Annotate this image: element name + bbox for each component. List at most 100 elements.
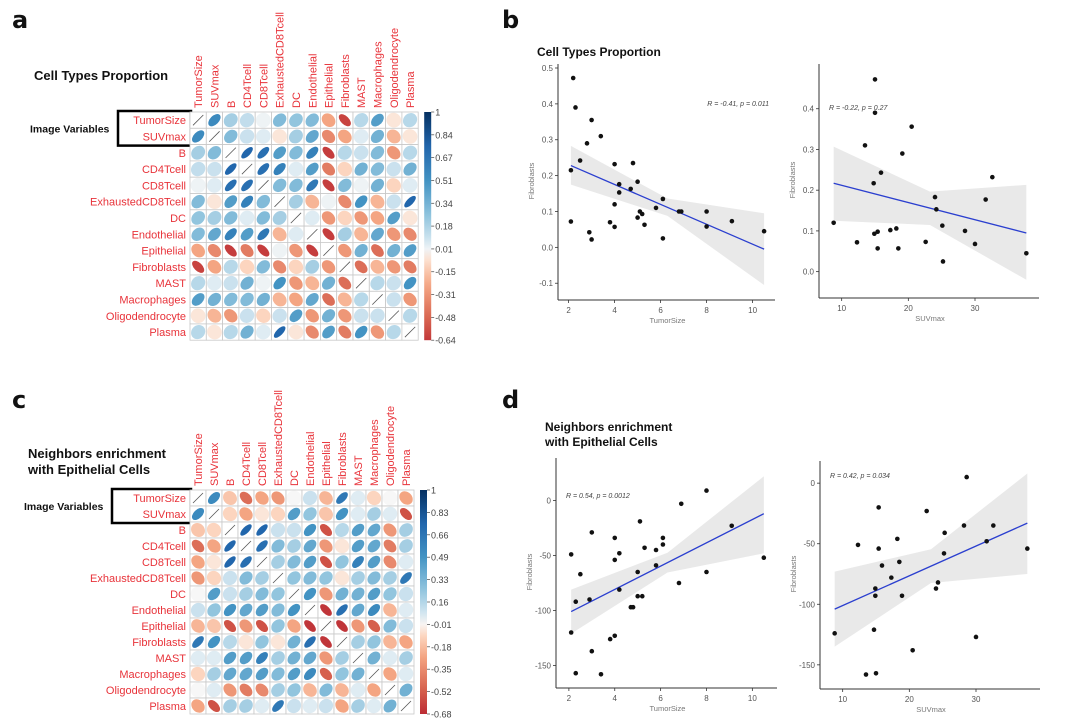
correlation-ellipse — [367, 555, 381, 569]
correlation-ellipse — [240, 556, 252, 568]
correlation-ellipse — [302, 698, 318, 714]
correlation-ellipse — [224, 228, 237, 241]
column-label: CD8Tcell — [258, 64, 270, 108]
data-point — [678, 501, 684, 507]
correlation-ellipse — [224, 129, 238, 144]
heatmap-title: with Epithelial Cells — [27, 462, 150, 477]
row-label: TumorSize — [133, 115, 186, 127]
correlation-ellipse — [256, 260, 271, 274]
correlation-ellipse — [207, 243, 222, 258]
column-label: CD4Tcell — [241, 442, 253, 486]
correlation-ellipse — [354, 162, 368, 176]
correlation-ellipse — [288, 129, 303, 144]
correlation-ellipse — [206, 570, 222, 586]
correlation-ellipse — [255, 635, 269, 649]
legend-tick-label: 0.49 — [431, 553, 449, 563]
data-point — [854, 240, 860, 245]
correlation-ellipse — [254, 698, 270, 714]
legend-tick-label: 0.83 — [431, 508, 449, 518]
correlation-ellipse — [353, 177, 369, 193]
x-tick-label: 6 — [658, 306, 663, 315]
correlation-ellipse — [321, 276, 336, 290]
correlation-ellipse — [271, 587, 285, 601]
correlation-ellipse — [370, 194, 385, 209]
correlation-ellipse — [241, 146, 253, 159]
legend-tick-label: -0.31 — [435, 290, 456, 300]
legend-colorbar — [420, 490, 427, 714]
correlation-ellipse — [191, 293, 205, 306]
correlation-ellipse — [383, 587, 397, 601]
correlation-ellipse — [403, 227, 417, 241]
data-point — [871, 180, 876, 186]
data-point — [598, 672, 604, 677]
row-label: Oligodendrocyte — [106, 685, 186, 697]
data-point — [973, 634, 979, 640]
correlation-ellipse — [370, 129, 385, 144]
legend-tick-label: 0.18 — [435, 222, 453, 232]
correlation-ellipse — [354, 211, 368, 225]
legend-tick-label: 0.84 — [435, 130, 453, 140]
correlation-ellipse — [207, 667, 221, 681]
column-label: B — [225, 479, 237, 486]
correlation-ellipse — [207, 161, 222, 177]
data-point — [568, 167, 574, 173]
correlation-ellipse — [272, 292, 287, 307]
correlation-ellipse — [191, 699, 205, 713]
correlation-ellipse — [255, 603, 269, 617]
correlation-ellipse — [354, 292, 369, 307]
correlation-ellipse — [351, 667, 365, 681]
column-label: B — [226, 101, 238, 108]
row-label: TumorSize — [133, 493, 186, 505]
x-axis-label: TumorSize — [650, 316, 686, 325]
diagonal-line — [304, 604, 316, 616]
data-point — [584, 141, 590, 146]
data-point — [612, 557, 618, 563]
x-tick-label: 30 — [972, 695, 981, 704]
row-label: Plasma — [149, 327, 187, 339]
correlation-ellipse — [338, 325, 352, 339]
data-point — [972, 241, 978, 247]
column-label: Epithelial — [324, 63, 336, 108]
correlation-ellipse — [304, 620, 316, 632]
correlation-ellipse — [303, 539, 317, 553]
correlation-ellipse — [271, 683, 285, 697]
correlation-ellipse — [370, 308, 385, 323]
correlation-ellipse — [303, 651, 317, 665]
x-tick-label: 6 — [658, 694, 663, 703]
diagonal-line — [241, 163, 253, 175]
data-point — [924, 508, 929, 514]
correlation-ellipse — [256, 524, 268, 536]
regression-line — [570, 164, 765, 250]
row-label: MAST — [155, 653, 186, 665]
correlation-ellipse — [206, 522, 222, 538]
diagonal-line — [274, 196, 286, 208]
data-point — [941, 551, 947, 556]
correlation-ellipse — [289, 309, 303, 323]
correlation-ellipse — [223, 667, 237, 681]
diagonal-line — [192, 492, 204, 504]
correlation-ellipse — [287, 539, 301, 553]
correlation-ellipse — [403, 276, 417, 290]
data-point — [990, 174, 995, 180]
correlation-ellipse — [319, 555, 333, 569]
correlation-ellipse — [354, 243, 368, 258]
correlation-ellipse — [319, 507, 333, 521]
correlation-ellipse — [286, 490, 302, 506]
data-point — [660, 535, 666, 541]
correlation-ellipse — [321, 129, 336, 144]
correlation-ellipse — [383, 539, 397, 553]
correlation-ellipse — [239, 587, 253, 601]
correlation-ellipse — [399, 651, 413, 665]
correlation-ellipse — [256, 211, 271, 225]
y-tick-label: 0.4 — [542, 100, 554, 109]
correlation-ellipse — [399, 539, 413, 553]
x-tick-label: 20 — [905, 695, 914, 704]
diagonal-line — [256, 556, 268, 568]
data-point — [832, 631, 837, 636]
regression-line — [833, 182, 1027, 234]
correlation-ellipse — [370, 162, 385, 176]
data-point — [831, 220, 836, 226]
data-point — [876, 546, 881, 551]
correlation-ellipse — [257, 228, 270, 241]
